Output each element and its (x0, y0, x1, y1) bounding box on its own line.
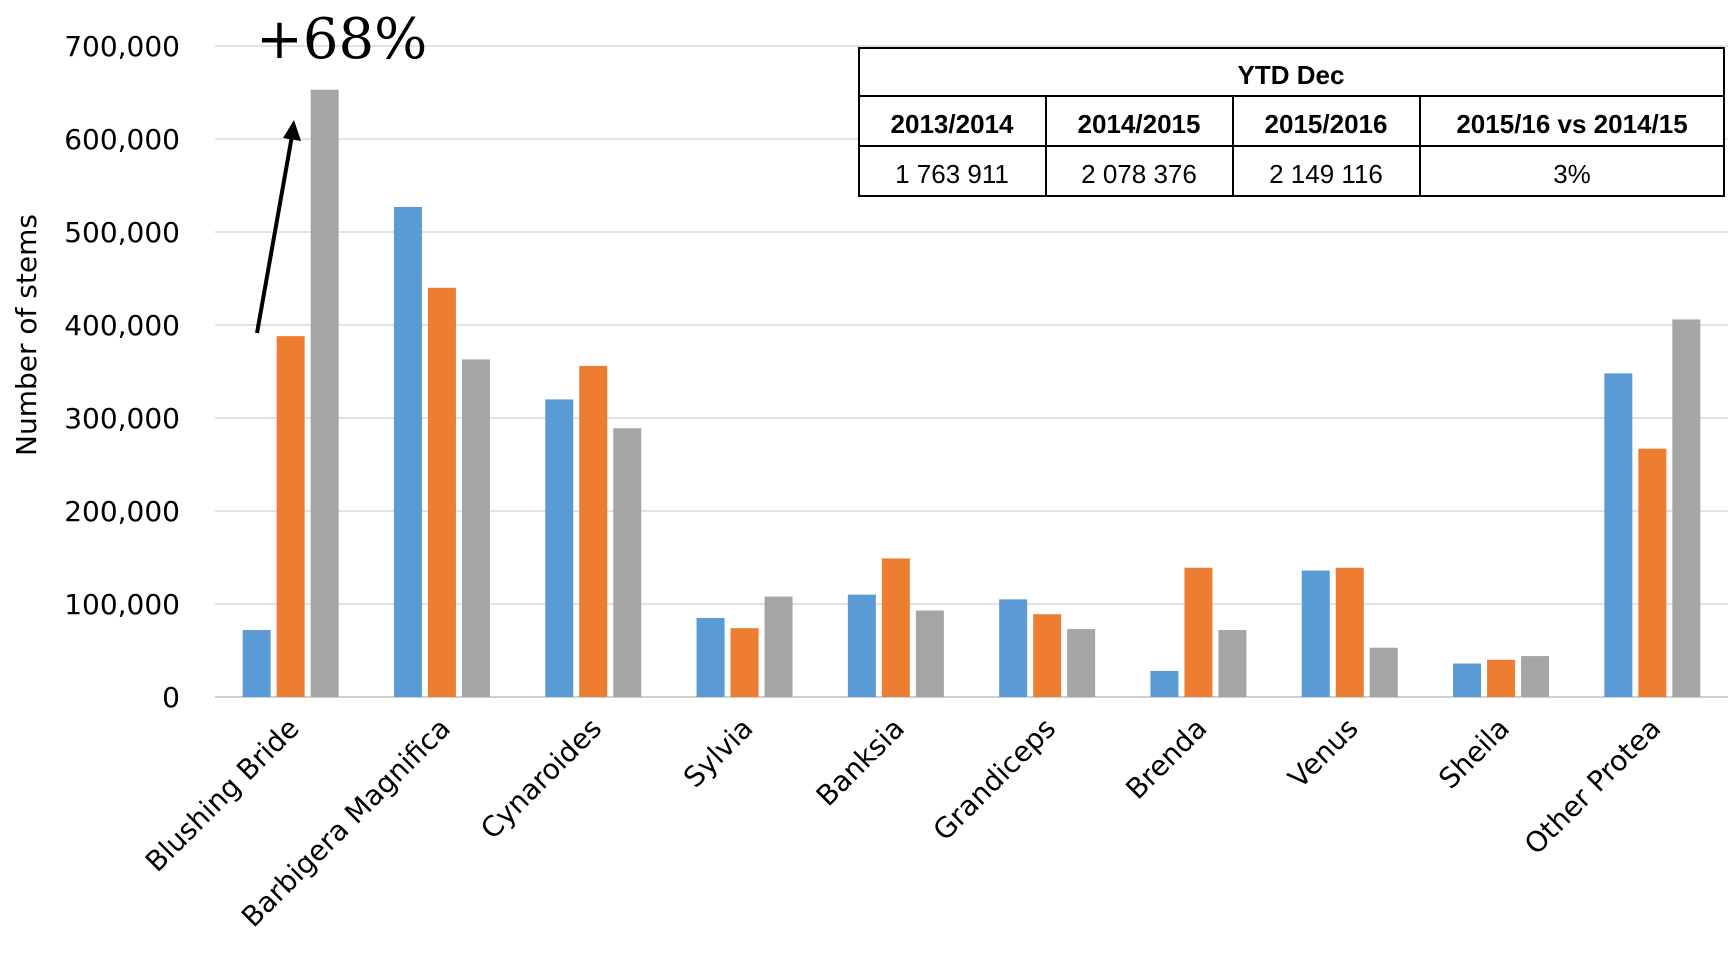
table-cell: 1 763 911 (895, 159, 1009, 189)
table-header: 2014/2015 (1078, 109, 1201, 139)
x-tick-label: Cynaroides (474, 712, 608, 846)
bar (1067, 629, 1096, 697)
annotation-text: +68% (256, 7, 427, 72)
bar (545, 399, 574, 697)
bar (579, 365, 608, 697)
bar (1672, 319, 1701, 697)
bar (1150, 670, 1179, 697)
bar (393, 206, 422, 697)
y-tick-label: 500,000 (64, 216, 180, 249)
table-border (858, 47, 1725, 197)
bar (242, 630, 271, 697)
x-tick-label: Sylvia (677, 712, 759, 794)
y-tick-label: 300,000 (64, 402, 180, 435)
y-tick-label: 600,000 (64, 123, 180, 156)
bar (1033, 614, 1062, 697)
bar (847, 594, 876, 697)
annotation-arrow (255, 129, 295, 334)
y-axis-label: Number of stems (10, 214, 43, 456)
bar (1369, 647, 1398, 697)
ytd-table: YTD Dec 2013/2014 2014/2015 2015/2016 20… (858, 47, 1725, 197)
bar (1521, 656, 1550, 697)
x-tick-label: Blushing Bride (139, 712, 306, 879)
x-tick-label: Brenda (1119, 712, 1213, 806)
bar (1604, 373, 1633, 697)
bar (999, 599, 1028, 697)
y-tick-label: 400,000 (64, 309, 180, 342)
y-tick-label: 200,000 (64, 495, 180, 528)
x-tick-label: Sheila (1432, 712, 1516, 796)
y-tick-label: 100,000 (64, 588, 180, 621)
y-tick-label: 700,000 (64, 30, 180, 63)
bar (276, 336, 305, 697)
bar (1638, 448, 1667, 697)
x-tick-label: Other Protea (1518, 712, 1667, 861)
table-cell: 3% (1553, 159, 1591, 189)
y-tick-label: 0 (162, 681, 180, 714)
bar (915, 610, 944, 697)
growth-annotation: +68% (255, 7, 427, 334)
table-title: YTD Dec (1238, 60, 1345, 90)
table-cell: 2 078 376 (1081, 159, 1197, 189)
bars (242, 89, 1701, 697)
table-header: 2015/16 vs 2014/15 (1456, 109, 1687, 139)
table-header: 2013/2014 (891, 109, 1014, 139)
arrow-head-icon (283, 120, 301, 141)
y-axis-ticks: 0 100,000 200,000 300,000 400,000 500,000 600,… (64, 30, 180, 714)
bar (730, 628, 759, 697)
bar (1184, 567, 1213, 697)
x-tick-label: Grandiceps (927, 712, 1063, 848)
bar (427, 287, 456, 697)
table-cell: 2 149 116 (1269, 159, 1383, 189)
table-header: 2015/2016 (1265, 109, 1388, 139)
bar (310, 89, 339, 697)
bar (764, 596, 793, 697)
bar (1218, 630, 1247, 697)
bar (881, 558, 910, 697)
x-tick-label: Venus (1282, 712, 1365, 795)
bar (1335, 567, 1364, 697)
bar (461, 359, 490, 697)
bar (1487, 659, 1516, 697)
bar (696, 617, 725, 697)
bar (1301, 570, 1330, 697)
bar (613, 428, 642, 697)
bar (1453, 663, 1482, 697)
x-tick-label: Banksia (810, 712, 911, 813)
